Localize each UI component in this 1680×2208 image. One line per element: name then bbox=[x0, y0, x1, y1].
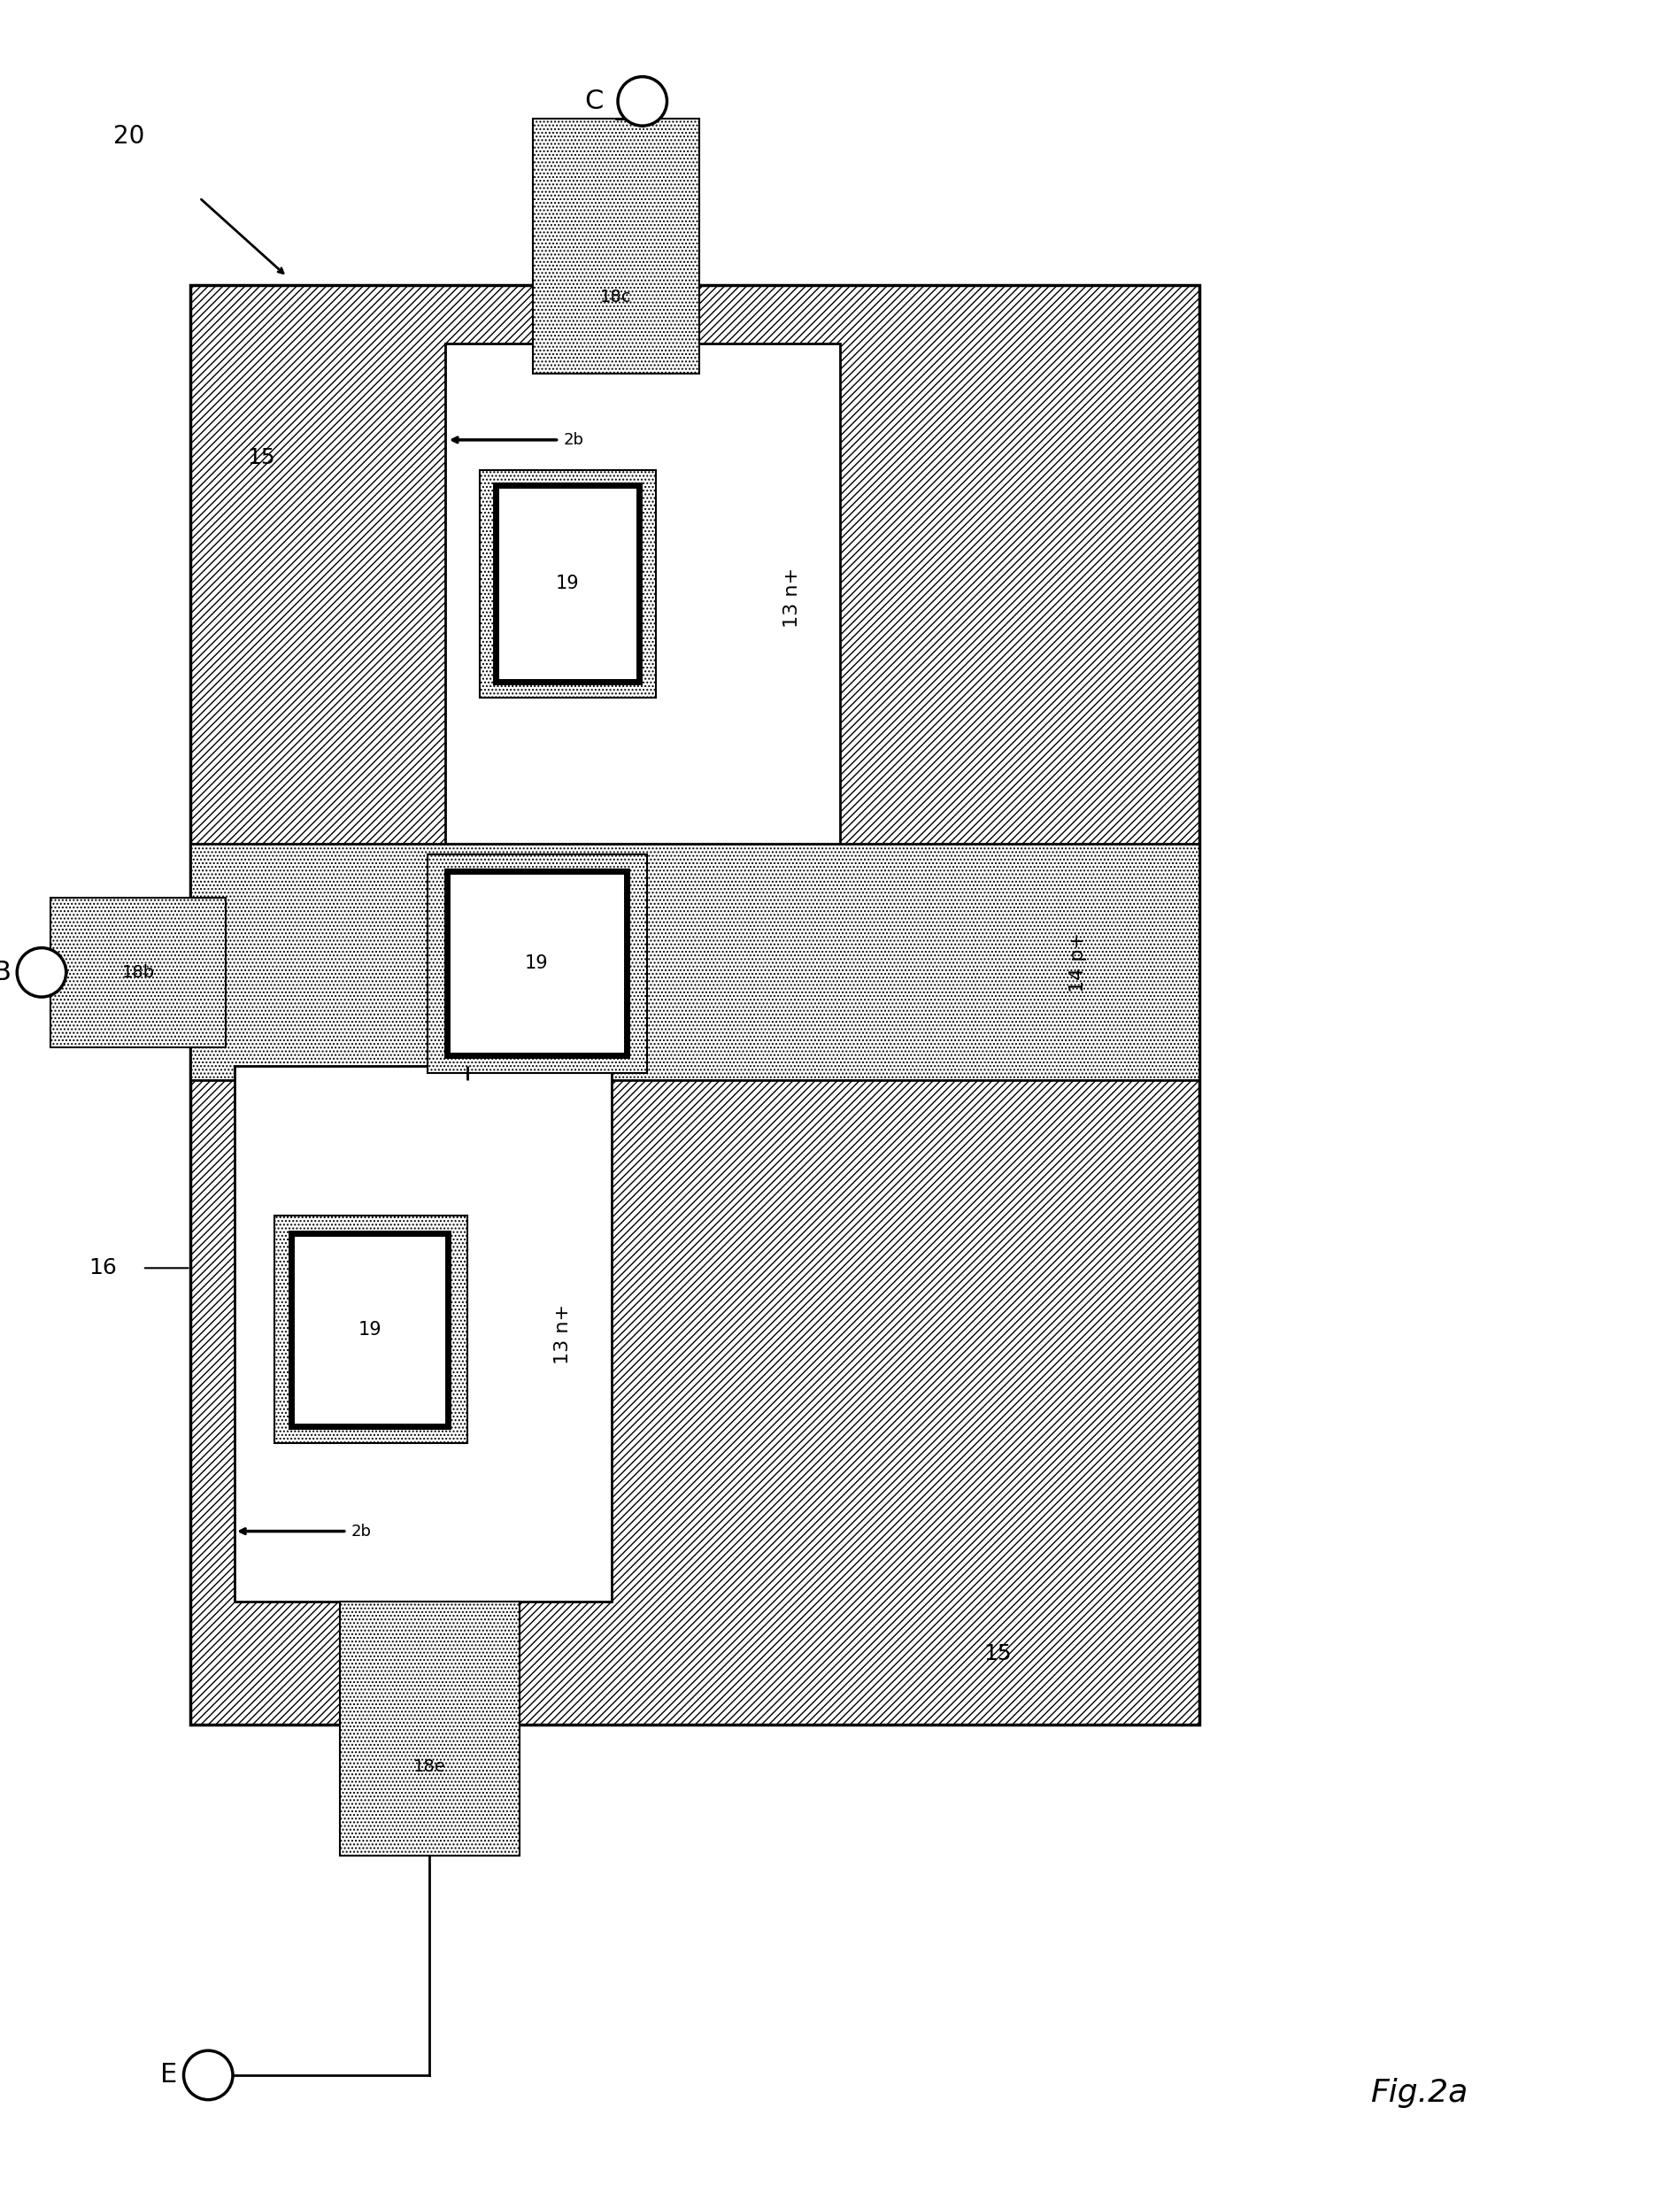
Text: B: B bbox=[0, 960, 12, 985]
Bar bbox=[427, 854, 647, 1073]
Text: 19: 19 bbox=[524, 954, 548, 972]
Bar bbox=[496, 486, 638, 682]
Circle shape bbox=[17, 947, 66, 998]
Text: 19: 19 bbox=[556, 574, 580, 592]
Text: 15: 15 bbox=[983, 1643, 1011, 1665]
Text: 18b: 18b bbox=[121, 965, 155, 980]
Text: 18c: 18c bbox=[600, 289, 632, 305]
Text: C: C bbox=[585, 88, 603, 115]
Text: 19: 19 bbox=[358, 1320, 381, 1338]
Bar bbox=[235, 1066, 612, 1601]
Bar bbox=[274, 1214, 467, 1444]
Bar bbox=[445, 344, 840, 852]
Text: 20: 20 bbox=[114, 124, 144, 148]
Bar bbox=[190, 285, 1200, 1724]
Bar bbox=[533, 119, 699, 373]
Bar bbox=[50, 899, 225, 1047]
Text: E: E bbox=[160, 2062, 176, 2089]
Bar bbox=[190, 843, 1200, 1080]
Text: 16: 16 bbox=[89, 1256, 118, 1278]
Bar bbox=[291, 1232, 447, 1426]
Text: 2b: 2b bbox=[351, 1524, 371, 1539]
Text: 14 p+: 14 p+ bbox=[1068, 932, 1087, 991]
Circle shape bbox=[618, 77, 667, 126]
Text: 15: 15 bbox=[247, 448, 276, 468]
Text: 18e: 18e bbox=[413, 1758, 445, 1775]
Circle shape bbox=[183, 2051, 232, 2100]
Bar bbox=[339, 1601, 519, 1857]
Text: 13 n+: 13 n+ bbox=[553, 1303, 571, 1365]
Text: Fig.2a: Fig.2a bbox=[1369, 2078, 1467, 2109]
Text: 13 n+: 13 n+ bbox=[783, 567, 801, 627]
Text: 2b: 2b bbox=[563, 433, 583, 448]
Bar bbox=[447, 872, 627, 1055]
Bar bbox=[480, 470, 655, 698]
